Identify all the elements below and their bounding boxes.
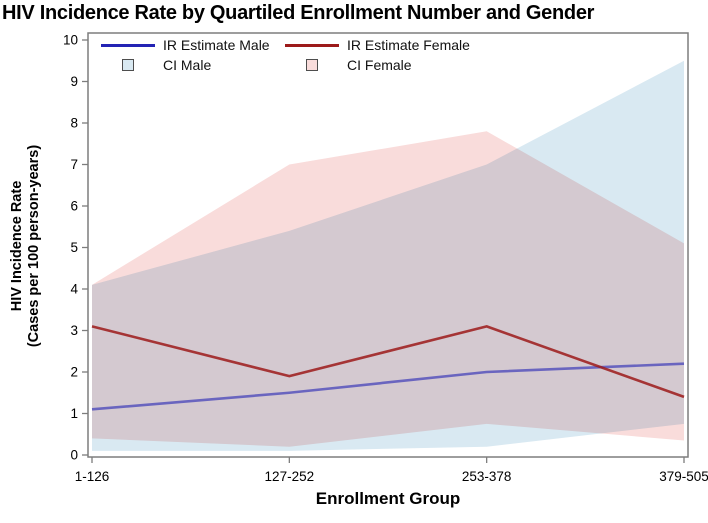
- chart-legend: IR Estimate Male IR Estimate Female CI M…: [101, 36, 470, 74]
- male-line-swatch: [101, 43, 155, 47]
- legend-label: IR Estimate Female: [347, 37, 470, 53]
- y-tick-label: 8: [70, 116, 78, 131]
- series-line-ir-estimate-female: [91, 325, 685, 399]
- y-tick-label: 7: [70, 157, 78, 172]
- legend-item-ci-male: CI Male: [101, 56, 285, 74]
- series-line-ir-estimate-male: [91, 362, 685, 411]
- female-line-swatch: [285, 43, 339, 47]
- y-tick-label: 4: [70, 282, 78, 297]
- legend-label: CI Female: [347, 57, 412, 73]
- x-tick-label: 253-378: [462, 469, 512, 484]
- y-tick-label: 2: [70, 365, 78, 380]
- legend-label: IR Estimate Male: [163, 37, 270, 53]
- male-ci-swatch: [101, 59, 155, 71]
- ci-band-ci-female: [92, 131, 684, 447]
- y-tick-label: 0: [70, 448, 78, 463]
- y-tick-label: 5: [70, 240, 78, 255]
- female-ci-swatch: [285, 59, 339, 71]
- x-tick-label: 127-252: [265, 469, 315, 484]
- y-axis-title: HIV Incidence Rate (Cases per 100 person…: [9, 96, 45, 396]
- y-axis-title-line1: HIV Incidence Rate: [9, 180, 25, 312]
- x-tick-label: 379-505: [659, 469, 708, 484]
- plot-frame: [87, 32, 689, 458]
- y-tick-label: 1: [70, 406, 78, 421]
- x-axis-title: Enrollment Group: [315, 489, 461, 508]
- page-title: HIV Incidence Rate by Quartiled Enrollme…: [2, 2, 595, 24]
- legend-item-ir-female: IR Estimate Female: [285, 36, 470, 54]
- legend-item-ci-female: CI Female: [285, 56, 470, 74]
- y-tick-label: 9: [70, 74, 78, 89]
- y-axis-title-line2: (Cases per 100 person-years): [26, 144, 43, 348]
- legend-item-ir-male: IR Estimate Male: [101, 36, 285, 54]
- legend-label: CI Male: [163, 57, 212, 73]
- y-tick-label: 6: [70, 199, 78, 214]
- y-tick-label: 3: [70, 323, 78, 338]
- x-tick-label: 1-126: [75, 469, 110, 484]
- y-tick-label: 10: [63, 33, 78, 48]
